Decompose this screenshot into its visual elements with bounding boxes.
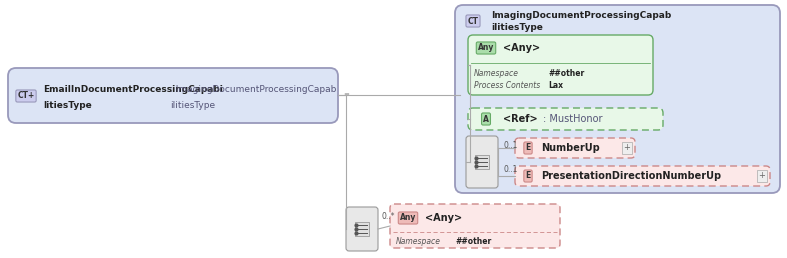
Text: <Ref>: <Ref> — [503, 114, 538, 124]
FancyBboxPatch shape — [468, 35, 653, 95]
Text: CT+: CT+ — [17, 92, 35, 101]
FancyBboxPatch shape — [455, 5, 780, 193]
FancyBboxPatch shape — [515, 166, 770, 186]
Text: : MustHonor: : MustHonor — [543, 114, 603, 124]
Text: Any: Any — [400, 214, 416, 222]
Text: Process Contents: Process Contents — [474, 82, 540, 91]
Text: CT: CT — [467, 17, 478, 26]
Text: : ImagingDocumentProcessingCapab: : ImagingDocumentProcessingCapab — [170, 85, 336, 94]
FancyBboxPatch shape — [390, 204, 560, 248]
Bar — [355, 222, 369, 236]
Text: =: = — [343, 91, 349, 97]
Text: A: A — [483, 115, 489, 124]
Bar — [475, 155, 489, 169]
Text: ##other: ##other — [548, 69, 584, 78]
FancyBboxPatch shape — [515, 138, 635, 158]
FancyBboxPatch shape — [468, 108, 663, 130]
Text: 0..1: 0..1 — [503, 165, 517, 174]
Text: ilitiesType: ilitiesType — [170, 101, 215, 109]
Text: litiesType: litiesType — [43, 101, 92, 109]
Text: EmailInDocumentProcessingCapabi: EmailInDocumentProcessingCapabi — [43, 85, 223, 94]
Text: 0..*: 0..* — [382, 212, 396, 221]
Text: Namespace: Namespace — [474, 69, 519, 78]
Text: +: + — [759, 172, 766, 181]
Text: NumberUp: NumberUp — [541, 143, 600, 153]
Text: <Any>: <Any> — [425, 213, 462, 223]
Text: E: E — [526, 143, 530, 152]
FancyBboxPatch shape — [466, 136, 498, 188]
Text: Any: Any — [478, 44, 494, 52]
Text: Namespace: Namespace — [396, 237, 441, 246]
Text: Lax: Lax — [548, 82, 563, 91]
Text: ##other: ##other — [455, 237, 491, 246]
Text: ImagingDocumentProcessingCapab: ImagingDocumentProcessingCapab — [491, 12, 671, 20]
Text: ilitiesType: ilitiesType — [491, 23, 543, 33]
Text: E: E — [526, 172, 530, 181]
Text: +: + — [623, 143, 630, 152]
FancyBboxPatch shape — [8, 68, 338, 123]
Text: <Any>: <Any> — [503, 43, 540, 53]
Text: PresentationDirectionNumberUp: PresentationDirectionNumberUp — [541, 171, 721, 181]
Text: 0..1: 0..1 — [503, 141, 517, 150]
FancyBboxPatch shape — [346, 207, 378, 251]
